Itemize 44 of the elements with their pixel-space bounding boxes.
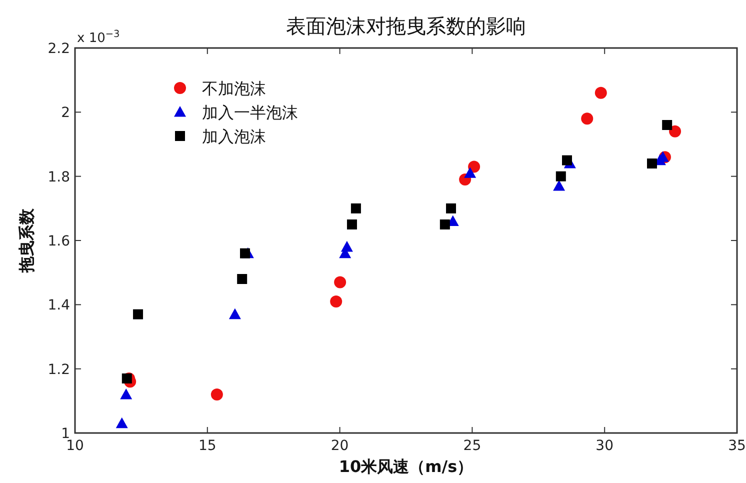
point xyxy=(446,203,456,214)
y-tick-label: 1.2 xyxy=(48,362,70,378)
point xyxy=(330,295,342,308)
point xyxy=(562,155,572,166)
point xyxy=(556,171,566,182)
point xyxy=(440,219,450,230)
y-axis-title: 拖曳系数 xyxy=(17,208,36,274)
x-tick-label: 35 xyxy=(728,438,746,454)
x-tick-label: 25 xyxy=(463,438,482,454)
y-tick-label: 1.8 xyxy=(48,169,70,186)
x-axis-title: 10米风速（m/s） xyxy=(338,457,474,476)
point xyxy=(240,248,250,258)
point xyxy=(464,167,476,178)
point xyxy=(334,276,346,288)
point xyxy=(669,125,682,138)
legend-label: 加入泡沫 xyxy=(202,127,266,146)
x-tick-label: 15 xyxy=(198,438,216,454)
point xyxy=(581,112,594,125)
x-tick-label: 30 xyxy=(596,438,614,454)
point xyxy=(228,308,241,320)
point xyxy=(340,240,353,252)
point xyxy=(350,203,361,214)
point xyxy=(647,158,657,168)
x-tick-label: 10 xyxy=(66,438,84,454)
point xyxy=(122,373,132,384)
x-tick-label: 20 xyxy=(330,438,349,454)
y-tick-label: 2.2 xyxy=(48,41,70,57)
point xyxy=(120,388,132,400)
point xyxy=(116,417,128,428)
point xyxy=(133,309,144,320)
y-tick-label: 1.6 xyxy=(48,234,70,250)
point xyxy=(662,120,672,130)
legend-label: 不加泡沫 xyxy=(202,79,266,98)
legend-label: 加入一半泡沫 xyxy=(202,103,298,122)
chart-title: 表面泡沫对拖曳系数的影响 xyxy=(286,14,526,38)
point xyxy=(468,160,480,173)
point xyxy=(237,274,248,284)
y-tick-label: 1.4 xyxy=(48,298,70,314)
point xyxy=(346,219,357,230)
text: x 10$^{−3}$ xyxy=(77,28,120,46)
point xyxy=(210,388,223,400)
point xyxy=(594,86,607,99)
point xyxy=(553,180,566,191)
y-tick-label: 2 xyxy=(61,105,70,122)
